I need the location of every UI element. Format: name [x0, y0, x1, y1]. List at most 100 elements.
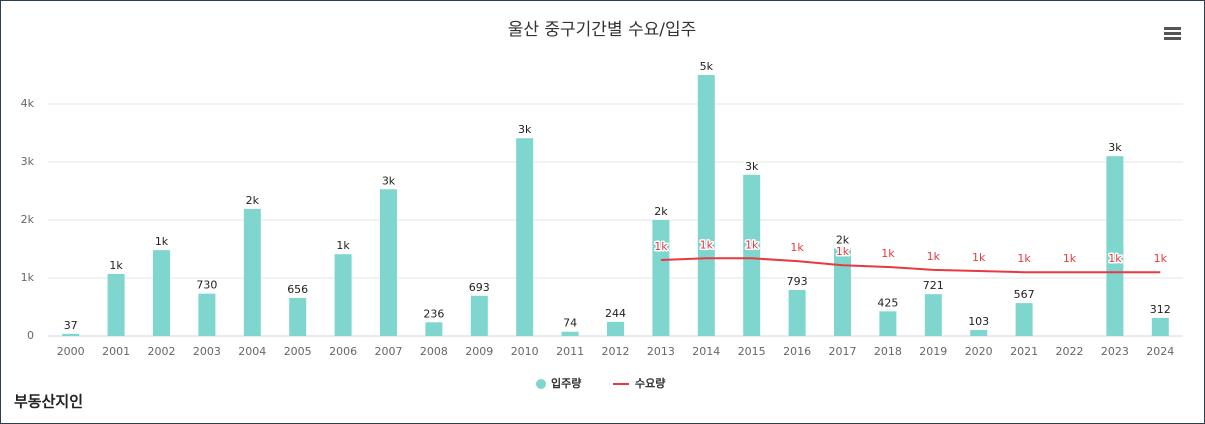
- bar: [62, 333, 80, 336]
- bar-value-label: 3k: [382, 174, 396, 187]
- bar-value-label: 244: [605, 307, 626, 320]
- bar: [561, 331, 579, 336]
- bar: [788, 290, 806, 336]
- bar: [516, 138, 534, 336]
- line-value-label: 1k: [654, 240, 668, 253]
- bar-value-label: 3k: [518, 123, 532, 136]
- y-tick-label: 0: [27, 329, 34, 342]
- bar: [697, 75, 715, 336]
- legend-swatch: [536, 379, 546, 389]
- line-value-label: 1k: [1063, 252, 1077, 265]
- x-tick-label: 2005: [284, 345, 312, 358]
- legend-label: 수요량: [635, 377, 665, 390]
- x-tick-label: 2003: [193, 345, 221, 358]
- bar-value-label: 1k: [109, 259, 123, 272]
- line-value-label: 1k: [1154, 252, 1168, 265]
- bar: [743, 174, 761, 336]
- line-value-label: 1k: [927, 250, 941, 263]
- x-tick-label: 2016: [783, 345, 811, 358]
- x-tick-label: 2008: [420, 345, 448, 358]
- x-tick-label: 2015: [738, 345, 766, 358]
- bar-value-label: 2k: [836, 233, 850, 246]
- bar: [1151, 317, 1169, 336]
- chart-title: 울산 중구기간별 수요/입주: [508, 20, 697, 40]
- x-tick-label: 2018: [874, 345, 902, 358]
- bar: [970, 330, 988, 336]
- x-tick-label: 2017: [829, 345, 857, 358]
- bar-value-label: 3k: [1108, 141, 1122, 154]
- y-tick-label: 4k: [21, 97, 35, 110]
- bar: [652, 220, 670, 336]
- bar: [607, 321, 624, 336]
- bar: [1106, 156, 1124, 336]
- line-value-label: 1k: [700, 238, 714, 251]
- line-value-label: 1k: [1017, 252, 1031, 265]
- x-tick-label: 2020: [965, 345, 993, 358]
- x-tick-label: 2014: [692, 345, 720, 358]
- bar-value-label: 2k: [246, 194, 260, 207]
- x-tick-label: 2013: [647, 345, 675, 358]
- bar-value-label: 567: [1014, 288, 1035, 301]
- bar: [1015, 303, 1033, 336]
- bar-value-label: 236: [423, 307, 444, 320]
- bar-value-label: 721: [923, 279, 944, 292]
- x-tick-label: 2007: [375, 345, 403, 358]
- x-tick-label: 2006: [329, 345, 357, 358]
- bar-value-label: 1k: [336, 239, 350, 252]
- menu-bar[interactable]: [1164, 37, 1181, 40]
- bar-value-label: 730: [196, 279, 217, 292]
- logo: 부동산지인: [14, 393, 83, 411]
- x-tick-label: 2021: [1010, 345, 1038, 358]
- bar-value-label: 1k: [155, 235, 169, 248]
- y-tick-label: 2k: [21, 213, 35, 226]
- bar: [198, 293, 216, 336]
- bar-value-label: 103: [968, 315, 989, 328]
- line-value-label: 1k: [836, 245, 850, 258]
- bar: [425, 322, 443, 336]
- bar: [380, 189, 397, 336]
- menu-bar[interactable]: [1164, 27, 1181, 30]
- line-value-label: 1k: [881, 247, 895, 260]
- bar-value-label: 37: [64, 319, 78, 332]
- x-tick-label: 2023: [1101, 345, 1129, 358]
- bar: [834, 248, 851, 336]
- x-tick-label: 2002: [148, 345, 176, 358]
- bar-value-label: 693: [469, 281, 490, 294]
- x-tick-label: 2009: [465, 345, 493, 358]
- bar-value-label: 312: [1150, 303, 1171, 316]
- bar-value-label: 74: [563, 317, 577, 330]
- y-tick-label: 3k: [21, 155, 35, 168]
- x-tick-label: 2004: [238, 345, 266, 358]
- bar: [470, 295, 488, 336]
- x-tick-label: 2000: [57, 345, 85, 358]
- bar: [289, 297, 307, 336]
- bar: [334, 254, 352, 336]
- line-value-label: 1k: [790, 241, 804, 254]
- line-value-label: 1k: [1108, 252, 1122, 265]
- bar: [107, 273, 125, 336]
- x-tick-label: 2024: [1146, 345, 1174, 358]
- x-tick-label: 2001: [102, 345, 130, 358]
- bar: [879, 311, 897, 336]
- bar-value-label: 793: [787, 275, 808, 288]
- bar: [153, 250, 170, 336]
- legend-label: 입주량: [551, 377, 581, 390]
- bar-value-label: 425: [877, 296, 898, 309]
- menu-icon[interactable]: [1164, 27, 1181, 40]
- bar-value-label: 3k: [745, 160, 759, 173]
- bar: [243, 208, 261, 336]
- bar-value-label: 5k: [700, 60, 714, 73]
- line: [660, 257, 1161, 274]
- bar-value-label: 2k: [654, 205, 668, 218]
- bar-value-label: 656: [287, 283, 308, 296]
- menu-bar[interactable]: [1164, 32, 1181, 35]
- x-tick-label: 2010: [511, 345, 539, 358]
- line-value-label: 1k: [972, 251, 986, 264]
- x-tick-label: 2012: [602, 345, 630, 358]
- line-value-label: 1k: [745, 238, 759, 251]
- bar: [924, 294, 942, 336]
- y-tick-label: 1k: [21, 271, 35, 284]
- x-tick-label: 2011: [556, 345, 584, 358]
